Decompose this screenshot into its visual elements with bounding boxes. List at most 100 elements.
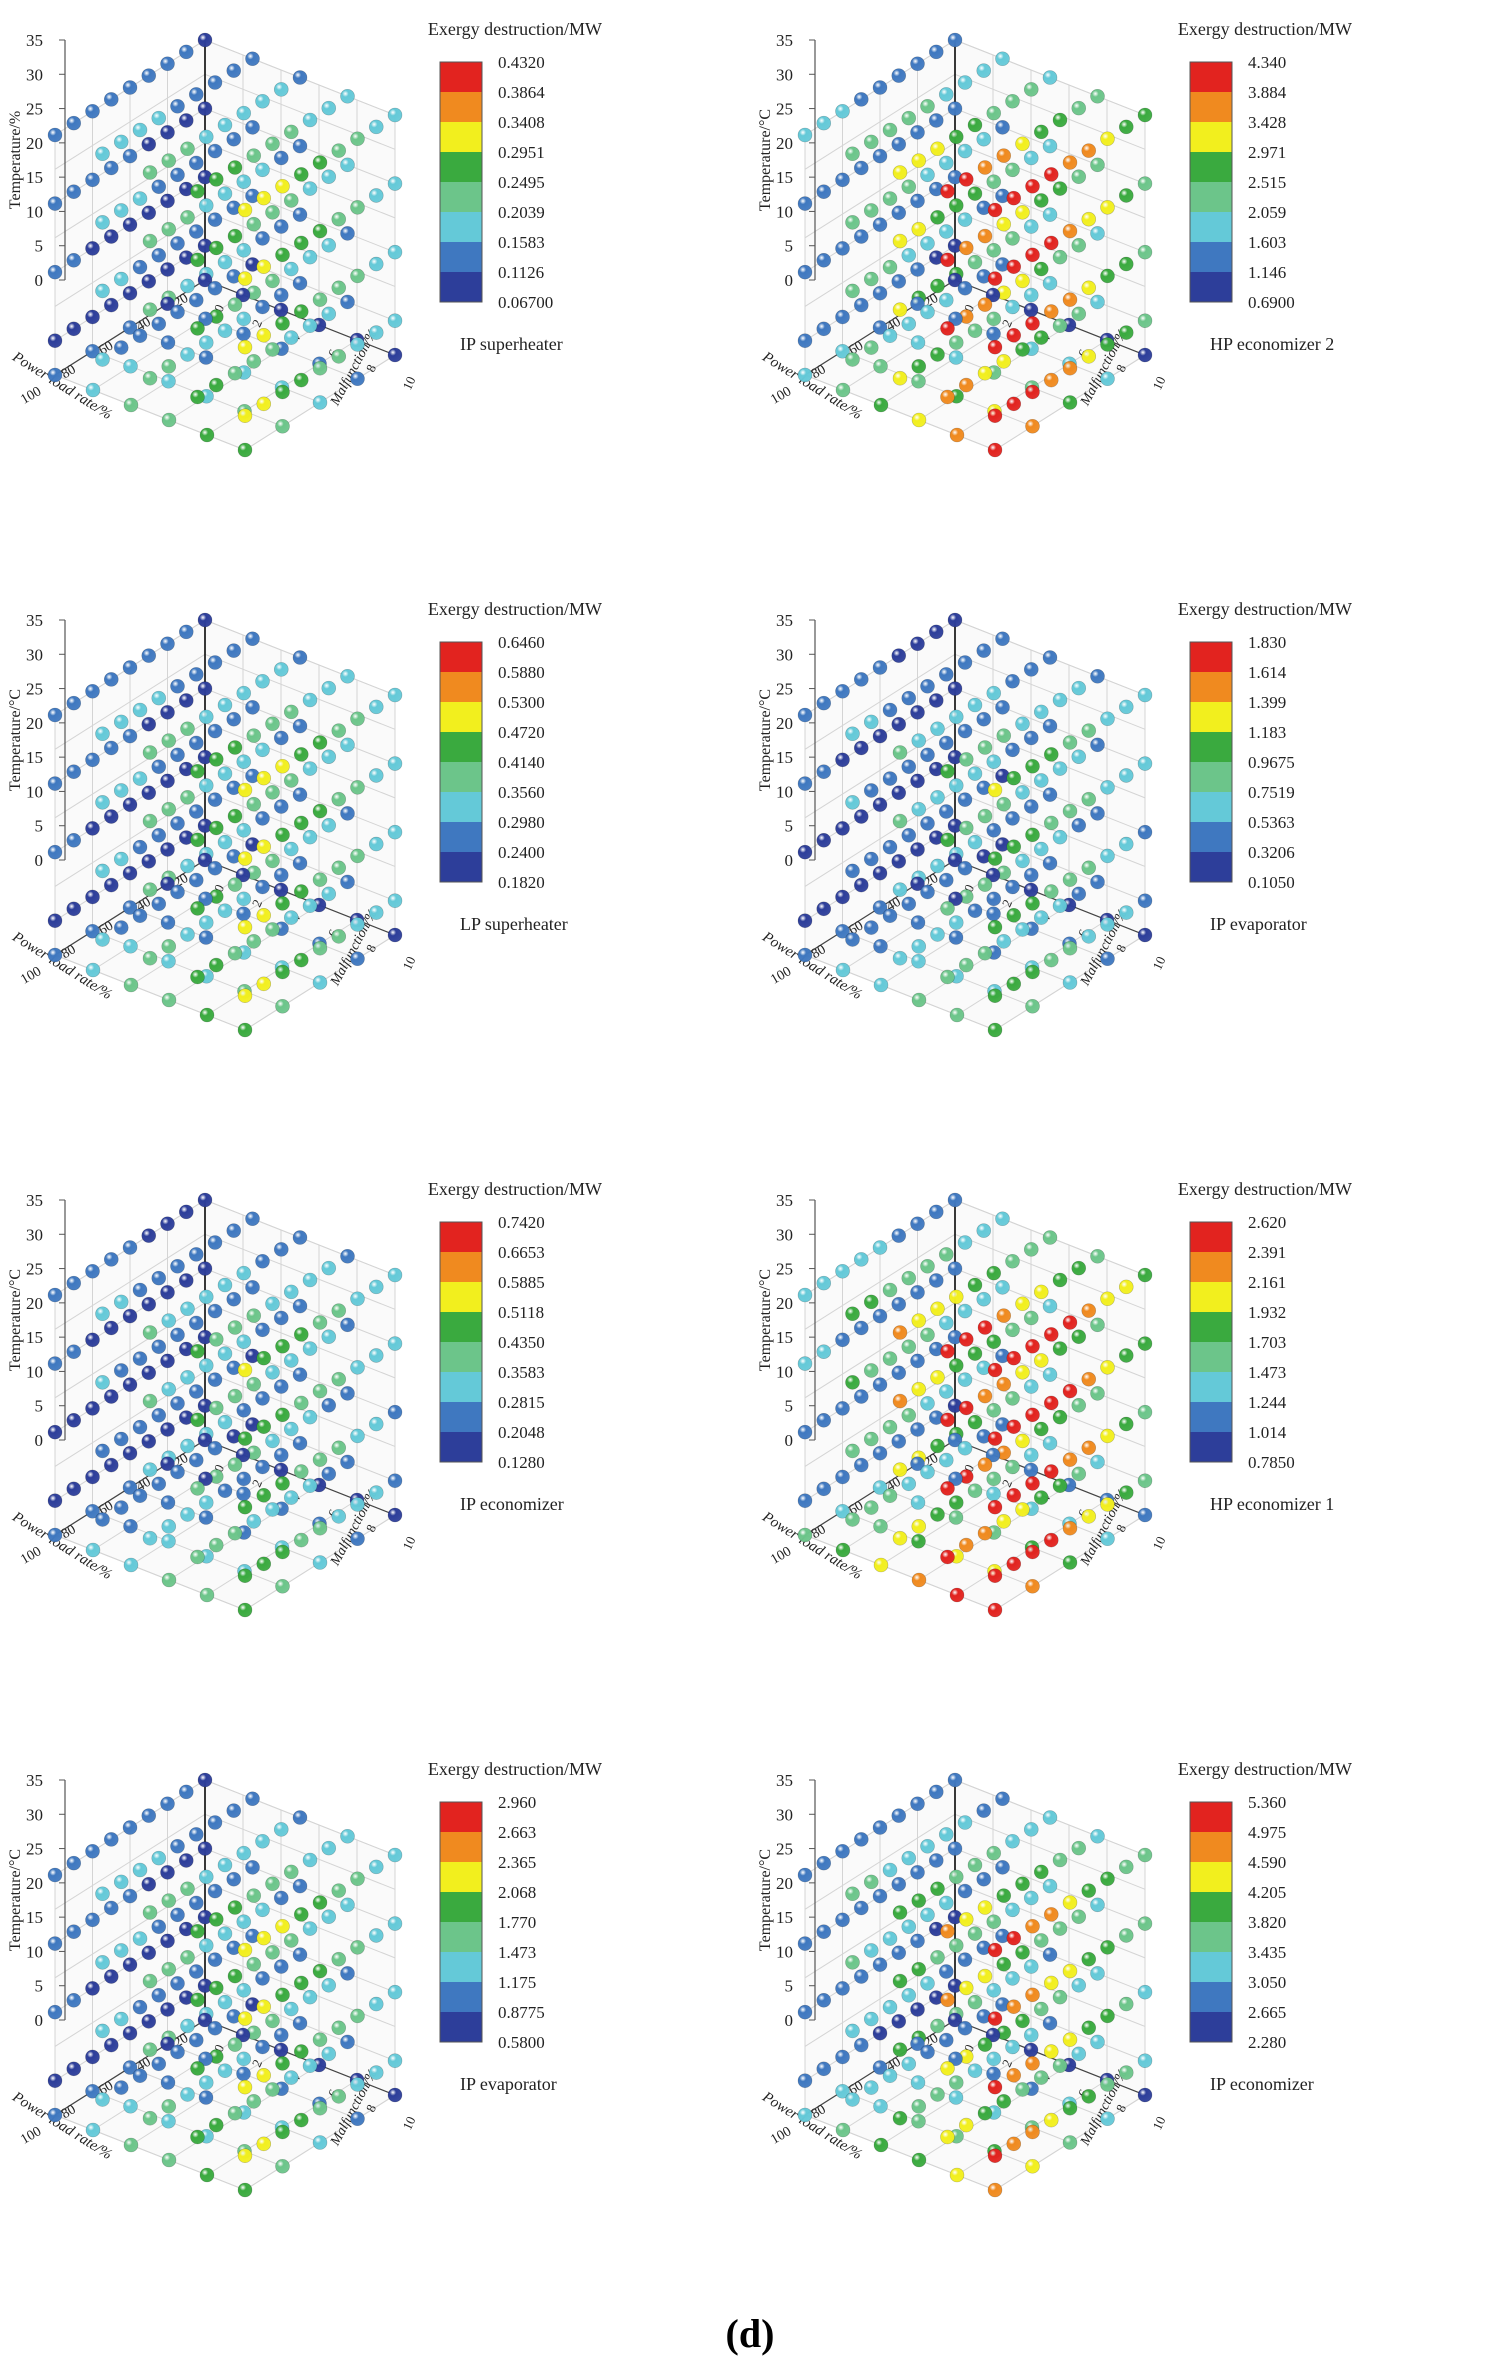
colorbar-tick-label: 2.161 — [1248, 1273, 1286, 1292]
data-point — [920, 1327, 935, 1343]
data-point — [940, 2061, 955, 2076]
data-point — [198, 1510, 214, 1525]
data-point — [1090, 1966, 1105, 1981]
data-point — [312, 2135, 328, 2150]
data-point — [340, 737, 355, 753]
data-point — [207, 723, 223, 739]
data-point — [132, 839, 148, 855]
data-point — [113, 1874, 129, 1890]
colorbar-tick-label: 1.603 — [1248, 233, 1286, 252]
data-point — [892, 1325, 908, 1340]
data-point — [940, 1923, 955, 1939]
data-point — [987, 988, 1003, 1004]
data-point — [350, 1360, 365, 1375]
data-point — [1118, 325, 1134, 340]
data-point — [217, 323, 233, 339]
data-point — [1081, 143, 1097, 158]
data-point — [188, 667, 204, 682]
data-point — [1071, 237, 1087, 253]
data-point — [977, 740, 993, 755]
data-point — [1025, 316, 1040, 331]
y-tick-label: 20 — [776, 1294, 793, 1313]
data-point — [227, 808, 243, 824]
data-point — [368, 905, 384, 920]
data-point — [892, 2110, 908, 2126]
data-point — [113, 714, 129, 730]
data-point — [1081, 2089, 1097, 2104]
data-point — [95, 795, 110, 810]
data-point — [996, 1308, 1012, 1323]
data-point — [1006, 907, 1022, 923]
data-point — [256, 396, 272, 412]
data-point — [948, 1471, 963, 1487]
data-point — [198, 1289, 214, 1305]
power-tick-label: 80 — [809, 1522, 829, 1542]
data-point — [197, 2012, 213, 2028]
data-point — [188, 224, 204, 239]
data-point — [1043, 235, 1059, 251]
data-point — [66, 321, 82, 337]
data-point — [190, 1923, 205, 1939]
data-point — [161, 1961, 177, 1977]
data-point — [273, 882, 289, 898]
data-point — [1043, 1907, 1059, 1922]
colorbar-tick-label: 5.360 — [1248, 1793, 1286, 1812]
data-point — [1062, 1555, 1078, 1570]
data-point — [948, 335, 964, 350]
data-point — [103, 877, 119, 893]
data-point — [321, 1840, 337, 1856]
data-point — [180, 2087, 195, 2102]
y-tick-label: 5 — [785, 237, 794, 256]
data-point — [797, 196, 813, 211]
data-point — [882, 1931, 898, 1946]
data-point — [235, 2027, 251, 2043]
data-point — [947, 1772, 963, 1788]
y-tick-label: 25 — [776, 100, 793, 119]
data-point — [188, 155, 204, 171]
colorbar-segment — [440, 672, 482, 702]
data-point — [816, 695, 832, 711]
data-point — [948, 2075, 964, 2090]
colorbar-tick-label: 0.7519 — [1248, 783, 1295, 802]
data-point — [1062, 975, 1078, 990]
data-point — [872, 80, 888, 95]
data-point — [368, 256, 384, 272]
data-point — [265, 1876, 280, 1892]
data-point — [113, 271, 129, 287]
data-point — [132, 771, 148, 786]
data-point — [853, 740, 869, 756]
y-tick-label: 35 — [776, 1771, 793, 1790]
colorbar-segment — [1190, 1342, 1232, 1372]
data-point — [940, 1481, 955, 1496]
data-point — [387, 244, 403, 260]
data-point — [237, 988, 253, 1004]
data-point — [1100, 200, 1115, 215]
data-point — [901, 1850, 917, 1866]
data-point — [312, 1895, 328, 1910]
data-point — [132, 2068, 148, 2084]
data-point — [387, 1336, 403, 1351]
data-point — [911, 733, 927, 748]
data-point — [160, 842, 175, 857]
y-tick-label: 30 — [26, 1805, 43, 1824]
data-point — [1006, 1930, 1022, 1946]
data-point — [237, 2079, 253, 2095]
power-tick-label: 100 — [18, 384, 44, 407]
data-point — [170, 1907, 185, 1923]
chart-panel-1: 35302520151050Temperature/%20406080100Po… — [7, 19, 602, 458]
data-point — [190, 1343, 205, 1359]
data-point — [1005, 1459, 1020, 1475]
data-point — [958, 1980, 974, 1996]
data-point — [1006, 1999, 1022, 2014]
data-point — [151, 1339, 167, 1354]
data-point — [236, 1471, 252, 1487]
data-point — [273, 799, 289, 814]
data-point — [273, 1310, 289, 1326]
data-point — [1071, 817, 1087, 833]
data-point — [853, 809, 869, 824]
data-point — [1062, 155, 1078, 170]
panel-title: HP economizer 1 — [1210, 1494, 1334, 1514]
data-point — [292, 207, 308, 222]
data-point — [957, 1235, 973, 1250]
